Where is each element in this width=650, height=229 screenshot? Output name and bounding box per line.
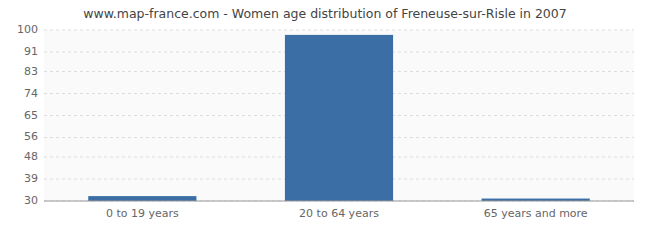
y-tick-label: 100 bbox=[17, 23, 38, 36]
grid-line bbox=[44, 30, 634, 31]
x-tick-label: 20 to 64 years bbox=[299, 207, 379, 220]
bar bbox=[88, 196, 196, 201]
y-tick-label: 56 bbox=[24, 130, 38, 143]
y-tick-label: 91 bbox=[24, 45, 38, 58]
x-tick-label: 0 to 19 years bbox=[106, 207, 179, 220]
y-tick-label: 48 bbox=[24, 150, 38, 163]
title: www.map-france.com - Women age distribut… bbox=[83, 6, 566, 21]
y-tick-label: 83 bbox=[24, 65, 38, 78]
bars bbox=[88, 35, 590, 201]
x-tick-label: 65 years and more bbox=[484, 207, 588, 220]
grid-line bbox=[44, 201, 634, 202]
chart-svg: 30 39 48 56 65 74 83 91 100 0 to 19 years 20 to 64… bbox=[0, 0, 650, 229]
chart-container: 30 39 48 56 65 74 83 91 100 0 to 19 years 20 to 64… bbox=[0, 0, 650, 229]
y-tick-label: 30 bbox=[24, 194, 38, 207]
y-tick-label: 39 bbox=[24, 172, 38, 185]
x-axis: 0 to 19 years 20 to 64 years 65 years and … bbox=[106, 207, 588, 220]
x-axis-line bbox=[44, 201, 634, 202]
bar bbox=[285, 35, 393, 201]
y-axis: 30 39 48 56 65 74 83 91 100 bbox=[17, 23, 38, 207]
y-tick-label: 74 bbox=[24, 87, 38, 100]
y-tick-label: 65 bbox=[24, 109, 38, 122]
